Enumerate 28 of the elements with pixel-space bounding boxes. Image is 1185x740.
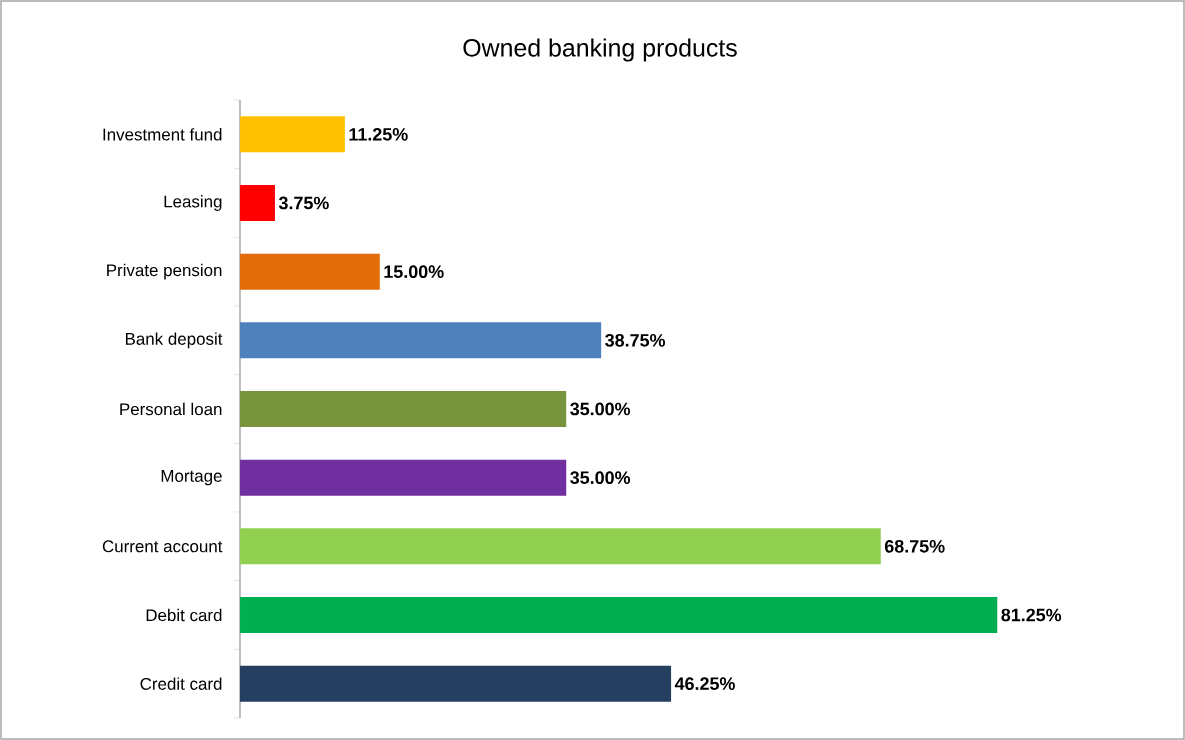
bar <box>240 322 602 359</box>
y-tick-label: Mortage <box>161 470 222 486</box>
data-label: 68.75% <box>884 539 945 553</box>
bar <box>240 596 998 633</box>
bar <box>240 253 380 290</box>
data-label: 35.00% <box>570 471 631 485</box>
y-tick-label: Leasing <box>164 195 222 211</box>
bar <box>240 116 345 153</box>
y-tick-label: Current account <box>102 540 223 553</box>
y-tick-label: Personal loan <box>120 402 222 416</box>
data-label: 11.25% <box>349 127 408 141</box>
data-label: 81.25% <box>1001 608 1062 622</box>
bar <box>240 390 567 427</box>
bar <box>240 459 567 496</box>
bar <box>240 528 881 565</box>
y-tick-label: Investment fund <box>103 128 222 141</box>
data-label: 35.00% <box>570 402 631 416</box>
bar <box>240 184 275 221</box>
y-tick-label: Debit card <box>146 608 222 622</box>
bar <box>240 665 672 702</box>
y-tick-label: Bank deposit <box>125 332 223 349</box>
data-label: 38.75% <box>605 333 666 347</box>
y-tick-label: Private pension <box>107 263 222 280</box>
data-label: 3.75% <box>278 196 329 210</box>
y-tick-label: Credit card <box>140 677 222 690</box>
chart-title: Owned banking products <box>463 38 737 62</box>
data-label: 15.00% <box>384 265 444 278</box>
data-label: 46.25% <box>674 677 735 690</box>
